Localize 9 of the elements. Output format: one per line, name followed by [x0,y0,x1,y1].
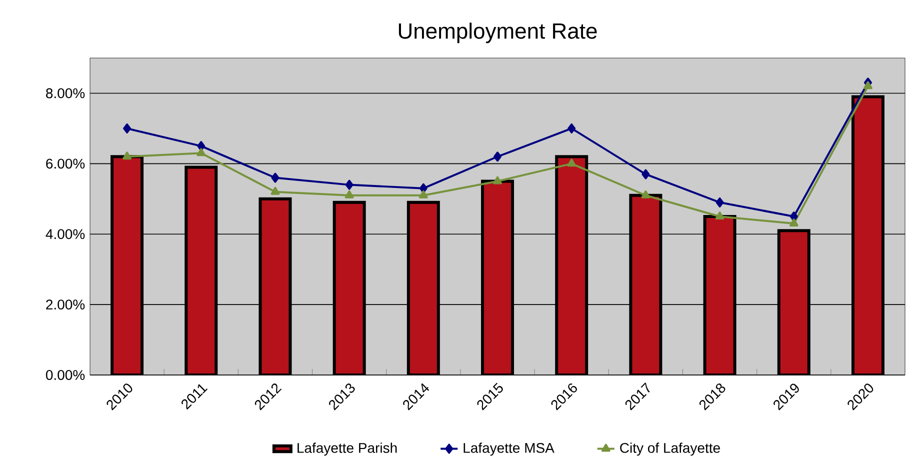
y-tick-label: 4.00% [46,229,85,240]
y-tick-label: 0.00% [46,370,85,380]
chart-title: Unemployment Rate [398,22,597,44]
legend-label: Lafayette MSA [464,442,554,456]
legend-label: Lafayette Parish [298,442,397,456]
y-tick-label: 8.00% [46,88,85,98]
y-tick-label: 2.00% [46,300,85,310]
legend-label: City of Lafayette [620,442,720,456]
y-tick-label: 6.00% [46,158,85,169]
